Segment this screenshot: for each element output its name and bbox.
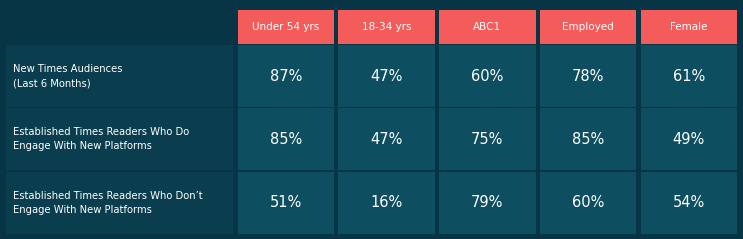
Text: 51%: 51% [270, 195, 302, 210]
Bar [238, 108, 334, 170]
Bar [338, 10, 435, 44]
Text: Established Times Readers Who Don’t
Engage With New Platforms: Established Times Readers Who Don’t Enga… [13, 190, 202, 215]
Text: Under 54 yrs: Under 54 yrs [252, 22, 319, 32]
Bar [238, 10, 334, 44]
Bar [540, 108, 636, 170]
Text: 85%: 85% [270, 132, 302, 147]
Bar [4, 10, 236, 44]
Bar [640, 10, 737, 44]
Bar [6, 108, 233, 170]
Text: 78%: 78% [572, 69, 604, 83]
Bar [338, 45, 435, 107]
Bar [439, 45, 536, 107]
Bar [6, 172, 233, 234]
Bar [238, 172, 334, 234]
Bar [640, 172, 737, 234]
Bar [640, 45, 737, 107]
Bar [439, 10, 536, 44]
Text: Employed: Employed [562, 22, 614, 32]
Text: Established Times Readers Who Do
Engage With New Platforms: Established Times Readers Who Do Engage … [13, 127, 189, 151]
Text: 79%: 79% [471, 195, 504, 210]
Bar [540, 172, 636, 234]
Text: 61%: 61% [672, 69, 705, 83]
Text: 47%: 47% [371, 132, 403, 147]
Text: 60%: 60% [471, 69, 504, 83]
Bar [439, 108, 536, 170]
Bar [640, 108, 737, 170]
Bar [540, 10, 636, 44]
Text: Female: Female [670, 22, 707, 32]
Text: New Times Audiences
(Last 6 Months): New Times Audiences (Last 6 Months) [13, 64, 122, 88]
Text: 87%: 87% [270, 69, 302, 83]
Text: 18-34 yrs: 18-34 yrs [362, 22, 412, 32]
Text: 49%: 49% [672, 132, 705, 147]
Bar [338, 108, 435, 170]
Bar [338, 172, 435, 234]
Text: 85%: 85% [572, 132, 604, 147]
Text: 54%: 54% [672, 195, 705, 210]
Bar [540, 45, 636, 107]
Text: 60%: 60% [572, 195, 604, 210]
Text: 16%: 16% [371, 195, 403, 210]
Bar [439, 172, 536, 234]
Bar [6, 45, 233, 107]
Text: 75%: 75% [471, 132, 504, 147]
Text: ABC1: ABC1 [473, 22, 502, 32]
Text: 47%: 47% [371, 69, 403, 83]
Bar [238, 45, 334, 107]
